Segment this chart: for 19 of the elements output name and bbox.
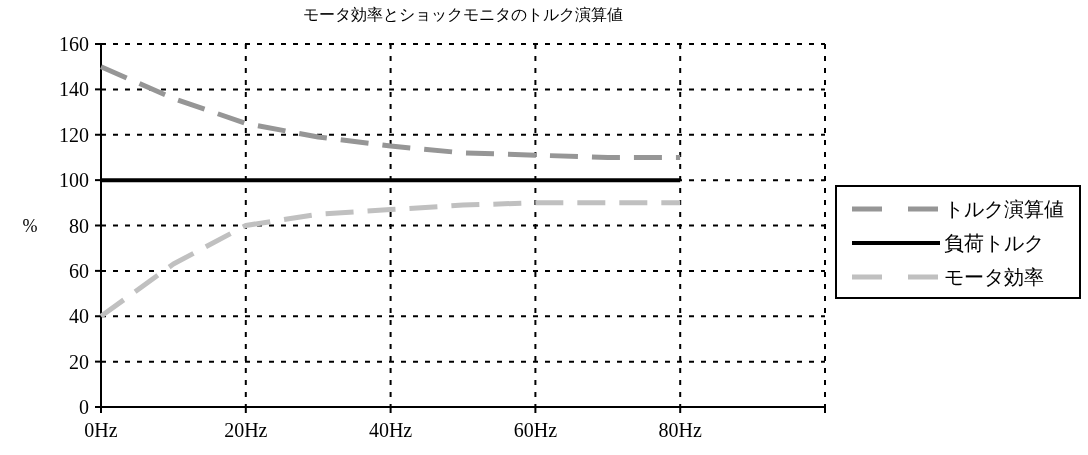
y-tick-label: 100 [59, 169, 89, 192]
x-tick-label: 60Hz [513, 419, 558, 441]
legend-label: モータ効率 [944, 266, 1044, 288]
chart-title: モータ効率とショックモニタのトルク演算値 [303, 6, 623, 23]
y-tick-label: 140 [59, 78, 89, 101]
x-tick-label: 20Hz [224, 419, 268, 441]
legend-label: 負荷トルク [944, 232, 1044, 254]
legend-label: トルク演算値 [944, 198, 1064, 220]
x-tick-label: 0Hz [84, 419, 118, 441]
y-tick-label: 120 [59, 123, 89, 146]
y-tick-label: 160 [59, 33, 89, 55]
y-tick-label: 40 [69, 305, 89, 328]
y-tick-label: 80 [69, 214, 89, 237]
x-tick-label: 80Hz [658, 419, 702, 441]
x-tick-label: 40Hz [368, 419, 413, 441]
y-tick-label: 0 [79, 396, 89, 418]
y-axis-title: % [22, 215, 38, 236]
y-tick-label: 20 [69, 350, 89, 373]
y-tick-label: 60 [69, 259, 89, 282]
